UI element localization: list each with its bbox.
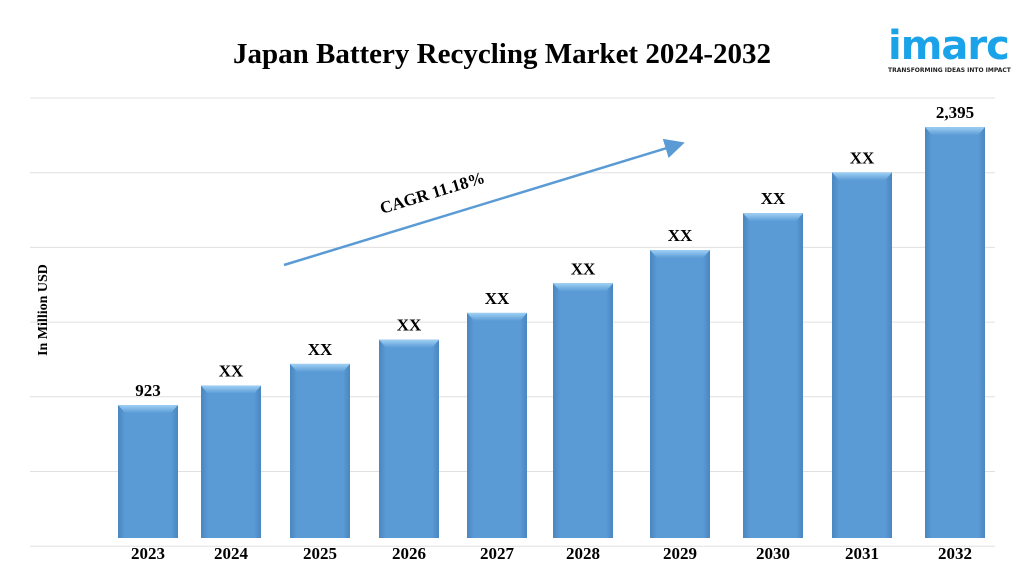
bar-bevel [925, 127, 985, 136]
y-axis-label: In Million USD [36, 264, 51, 356]
bar-2025 [290, 363, 350, 538]
cagr-annotation: CAGR 11.18% [378, 168, 487, 218]
x-tick-label: 2028 [566, 544, 600, 563]
cagr-arrow [283, 138, 685, 267]
data-label: XX [668, 226, 693, 245]
x-tick-label: 2032 [938, 544, 972, 563]
imarc-logo: imarc TRANSFORMING IDEAS INTO IMPACT [888, 26, 1018, 74]
bar-2023 [118, 405, 178, 538]
bar-2028 [553, 283, 613, 538]
data-label: XX [761, 189, 786, 208]
data-label: XX [850, 148, 875, 167]
bar-2024 [201, 385, 261, 538]
bar-bevel [467, 312, 527, 321]
bar-bevel [743, 213, 803, 222]
bar-2027 [467, 312, 527, 538]
bar-2031 [832, 172, 892, 538]
data-label: XX [397, 316, 422, 335]
data-label: 2,395 [936, 103, 974, 122]
chart-title: Japan Battery Recycling Market 2024-2032 [232, 38, 771, 70]
x-tick-label: 2025 [303, 544, 337, 563]
bar-2026 [379, 339, 439, 538]
logo-word: imarc [888, 23, 1010, 69]
x-tick-label: 2027 [480, 544, 515, 563]
bar-bevel [832, 172, 892, 181]
x-tick-label: 2029 [663, 544, 697, 563]
bar-bevel [118, 405, 178, 414]
x-tick-label: 2030 [756, 544, 790, 563]
logo-tagline: TRANSFORMING IDEAS INTO IMPACT [888, 67, 1011, 74]
data-label: 923 [135, 381, 161, 400]
bar-bevel [553, 283, 613, 292]
data-label: XX [485, 289, 510, 308]
bar-bevel [379, 339, 439, 348]
data-label: XX [308, 340, 333, 359]
x-tick-label: 2024 [214, 544, 249, 563]
bar-2029 [650, 250, 710, 539]
bar-bevel [201, 385, 261, 394]
data-label: XX [571, 259, 596, 278]
x-tick-label: 2023 [131, 544, 165, 563]
bar-bevel [650, 250, 710, 259]
x-tick-label: 2026 [392, 544, 426, 563]
data-label: XX [219, 362, 244, 381]
x-tick-label: 2031 [845, 544, 879, 563]
bar-2032 [925, 127, 985, 538]
bar-2030 [743, 213, 803, 539]
bar-bevel [290, 363, 350, 372]
